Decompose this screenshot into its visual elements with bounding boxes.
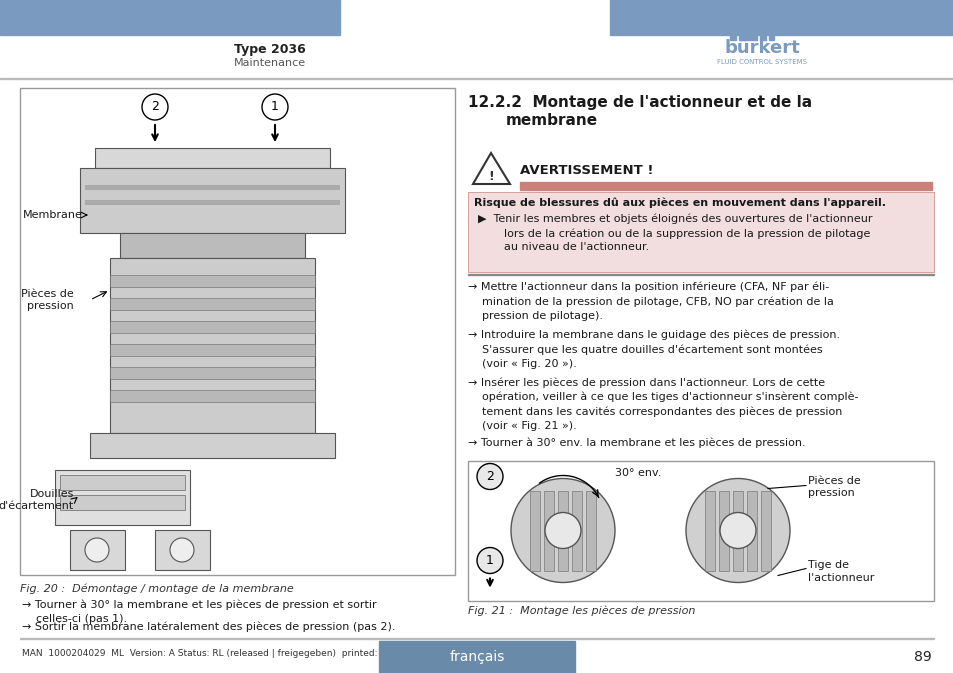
Bar: [90, 433, 335, 458]
Text: 2: 2: [151, 100, 159, 114]
Bar: [719, 491, 728, 571]
Bar: [110, 258, 314, 433]
Bar: [519, 182, 931, 190]
Text: 1: 1: [485, 554, 494, 567]
Bar: [729, 36, 735, 40]
Bar: [746, 491, 757, 571]
Text: → Tourner à 30° la membrane et les pièces de pression et sortir
    celles-ci (p: → Tourner à 30° la membrane et les pièce…: [22, 600, 376, 625]
Bar: [585, 491, 596, 571]
Bar: [110, 390, 314, 402]
Bar: [768, 36, 773, 40]
Text: 2: 2: [485, 470, 494, 483]
Bar: [543, 491, 554, 571]
Bar: [95, 148, 330, 168]
Text: Tenir les membres et objets éloignés des ouvertures de l'actionneur
    lors de : Tenir les membres et objets éloignés des…: [490, 214, 872, 252]
Bar: [70, 530, 125, 570]
Bar: [110, 321, 314, 333]
Circle shape: [476, 464, 502, 489]
Text: → Insérer les pièces de pression dans l'actionneur. Lors de cette
    opération,: → Insérer les pièces de pression dans l'…: [468, 377, 858, 431]
Bar: [80, 168, 345, 233]
Text: → Introduire la membrane dans le guidage des pièces de pression.
    S'assurer q: → Introduire la membrane dans le guidage…: [468, 330, 840, 369]
Text: MAN  1000204029  ML  Version: A Status: RL (released | freigegeben)  printed: 24: MAN 1000204029 ML Version: A Status: RL …: [22, 649, 431, 658]
Bar: [55, 470, 190, 525]
Text: membrane: membrane: [505, 113, 598, 128]
Bar: [85, 200, 339, 205]
Circle shape: [85, 538, 109, 562]
Text: Membrane: Membrane: [23, 210, 83, 220]
Text: Pièces de
pression: Pièces de pression: [21, 289, 74, 311]
Text: FLUID CONTROL SYSTEMS: FLUID CONTROL SYSTEMS: [717, 59, 806, 65]
Circle shape: [170, 538, 193, 562]
Bar: [760, 491, 770, 571]
Bar: [110, 275, 314, 287]
Text: 12.2.2  Montage de l'actionneur et de la: 12.2.2 Montage de l'actionneur et de la: [468, 95, 811, 110]
Text: 89: 89: [913, 650, 931, 664]
Text: → Sortir la membrane latéralement des pièces de pression (pas 2).: → Sortir la membrane latéralement des pi…: [22, 622, 395, 633]
Circle shape: [476, 548, 502, 573]
Text: ▶: ▶: [477, 214, 486, 224]
Bar: [732, 491, 742, 571]
Text: bürkert: bürkert: [723, 39, 799, 57]
Circle shape: [544, 513, 580, 548]
Bar: [120, 233, 305, 258]
Text: français: français: [449, 650, 504, 664]
Bar: [20, 638, 933, 639]
Bar: [85, 185, 339, 190]
Text: → Tourner à 30° env. la membrane et les pièces de pression.: → Tourner à 30° env. la membrane et les …: [468, 438, 804, 448]
Bar: [0, 78, 953, 79]
Text: !: !: [488, 170, 494, 182]
Text: Tige de
l'actionneur: Tige de l'actionneur: [807, 561, 874, 583]
Bar: [110, 367, 314, 379]
Bar: [110, 344, 314, 356]
Text: Pièces de
pression: Pièces de pression: [807, 476, 860, 498]
Text: 1: 1: [271, 100, 278, 114]
Bar: [739, 36, 757, 40]
Text: 30° env.: 30° env.: [614, 468, 660, 478]
Text: Fig. 20 :  Démontage / montage de la membrane: Fig. 20 : Démontage / montage de la memb…: [20, 583, 294, 594]
Text: Maintenance: Maintenance: [233, 58, 306, 68]
Bar: [378, 641, 575, 673]
Bar: [0, 0, 339, 35]
Bar: [20, 88, 455, 575]
Bar: [468, 274, 933, 275]
Bar: [468, 460, 933, 600]
Bar: [60, 495, 185, 510]
Circle shape: [720, 513, 755, 548]
Bar: [530, 491, 539, 571]
Bar: [60, 475, 185, 490]
Text: Type 2036: Type 2036: [233, 44, 306, 57]
Polygon shape: [473, 153, 510, 184]
Text: Risque de blessures dû aux pièces en mouvement dans l'appareil.: Risque de blessures dû aux pièces en mou…: [474, 197, 885, 207]
Circle shape: [511, 479, 615, 583]
Bar: [110, 298, 314, 310]
Bar: [468, 192, 933, 272]
Circle shape: [142, 94, 168, 120]
Bar: [154, 530, 210, 570]
Bar: [760, 36, 765, 40]
Circle shape: [262, 94, 288, 120]
Bar: [572, 491, 581, 571]
Bar: [704, 491, 714, 571]
Text: → Mettre l'actionneur dans la position inférieure (CFA, NF par éli-
    mination: → Mettre l'actionneur dans la position i…: [468, 282, 833, 321]
Bar: [558, 491, 567, 571]
Text: Douilles
d'écartement: Douilles d'écartement: [0, 489, 74, 511]
Text: Fig. 21 :  Montage les pièces de pression: Fig. 21 : Montage les pièces de pression: [468, 606, 695, 616]
Circle shape: [685, 479, 789, 583]
Text: AVERTISSEMENT !: AVERTISSEMENT !: [519, 164, 653, 176]
Bar: [609, 0, 953, 35]
